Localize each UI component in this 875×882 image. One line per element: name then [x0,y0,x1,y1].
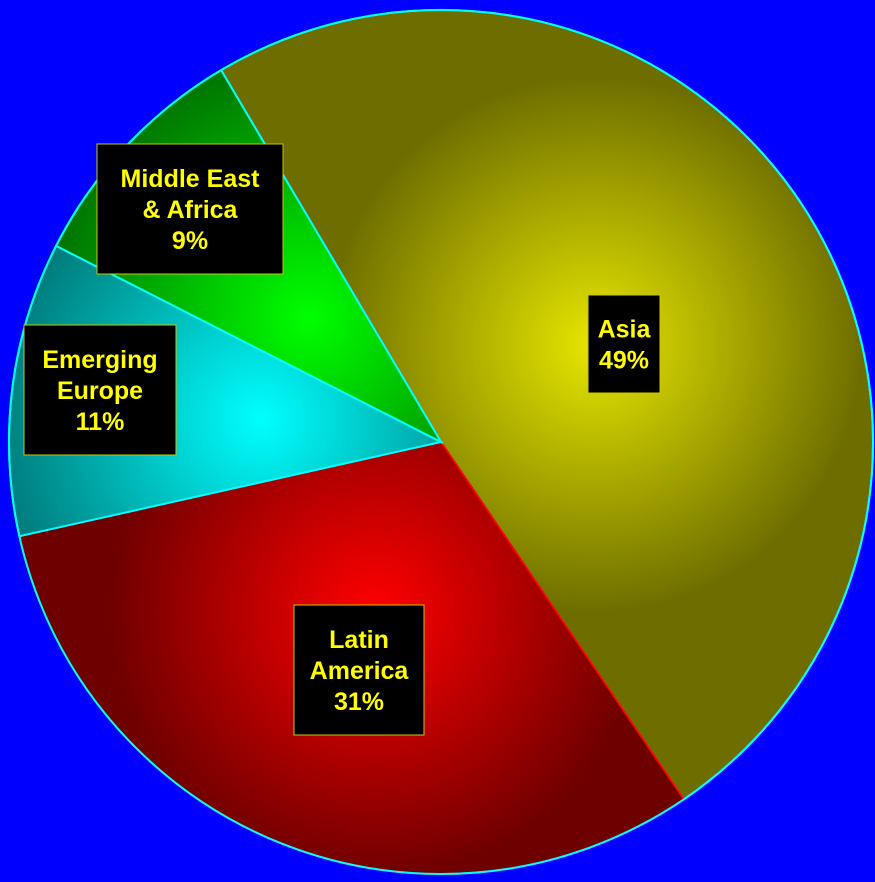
data-label-line: Emerging [42,346,157,374]
data-label-box [23,324,177,456]
data-label-line: 9% [172,227,208,255]
data-label-line: 31% [334,688,384,716]
data-label-box [96,143,284,275]
data-label-line: Asia [598,316,652,344]
data-label-middle-east-africa: Middle East & Africa 9% [96,143,284,275]
data-label-line: 49% [599,347,649,375]
pie-rim [8,9,874,875]
data-label-line: Middle East [121,165,261,193]
data-label-latin-america: Latin America 31% [293,604,425,736]
data-label-line: 11% [76,408,125,436]
data-label-line: & Africa [143,196,239,224]
data-label-emerging-europe: Emerging Europe 11% [23,324,177,456]
data-label-box [293,604,425,736]
data-label-box [587,294,661,394]
data-label-asia: Asia 49% [587,294,661,394]
data-label-line: Europe [57,377,143,405]
data-label-line: Latin [329,626,389,654]
data-label-line: America [310,657,410,685]
pie-labels: Asia 49% Latin America 31% Emerging Europe 11% M… [23,143,661,736]
